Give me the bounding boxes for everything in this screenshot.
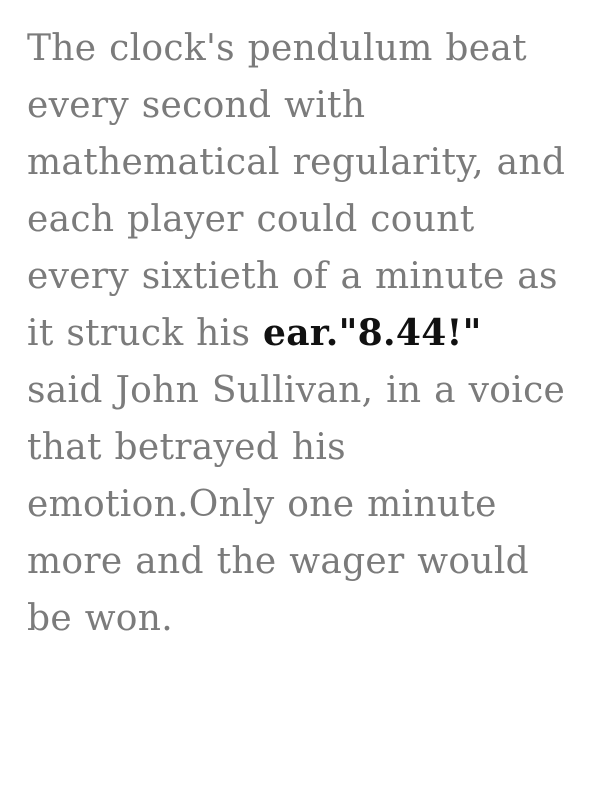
passage-after: said John Sullivan, in a voice that betr… xyxy=(27,370,566,639)
highlighted-phrase: ear."8.44!" xyxy=(263,312,482,354)
passage-before: The clock's pendulum beat every second w… xyxy=(27,28,566,354)
passage-text: The clock's pendulum beat every second w… xyxy=(27,20,566,647)
